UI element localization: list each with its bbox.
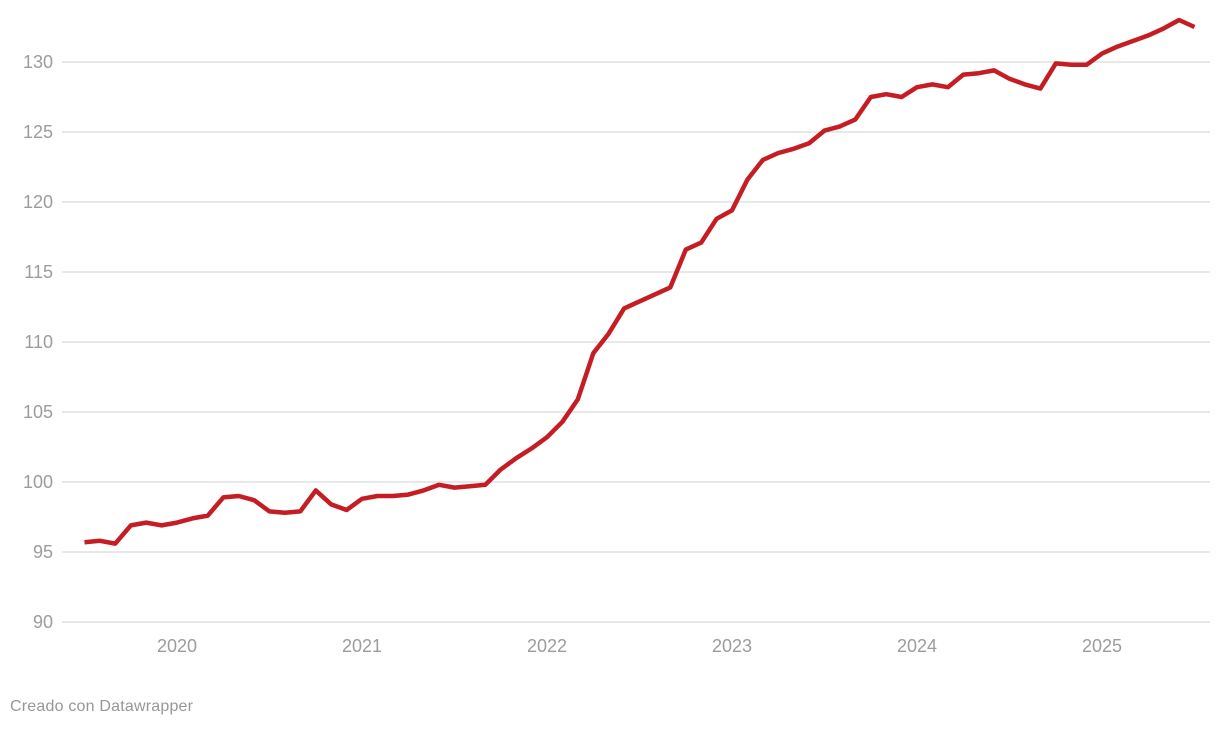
y-axis-tick-label: 130 [23,52,53,72]
x-axis-tick-label: 2020 [157,636,197,656]
y-axis-tick-label: 105 [23,402,53,422]
y-axis-tick-label: 100 [23,472,53,492]
x-axis-tick-label: 2024 [897,636,937,656]
y-axis-tick-label: 115 [24,262,53,282]
x-axis-tick-label: 2023 [712,636,752,656]
x-axis-tick-label: 2025 [1082,636,1122,656]
datawrapper-attribution-link[interactable]: Creado con Datawrapper [10,698,194,715]
x-axis-tick-label: 2022 [527,636,567,656]
y-axis-tick-label: 110 [24,332,53,352]
x-axis-tick-label: 2021 [342,636,382,656]
y-axis-tick-label: 95 [33,542,53,562]
y-axis-tick-label: 120 [23,192,53,212]
y-axis-tick-label: 90 [33,612,53,632]
y-axis-tick-label: 125 [23,122,53,142]
data-line-series [84,17,1196,546]
